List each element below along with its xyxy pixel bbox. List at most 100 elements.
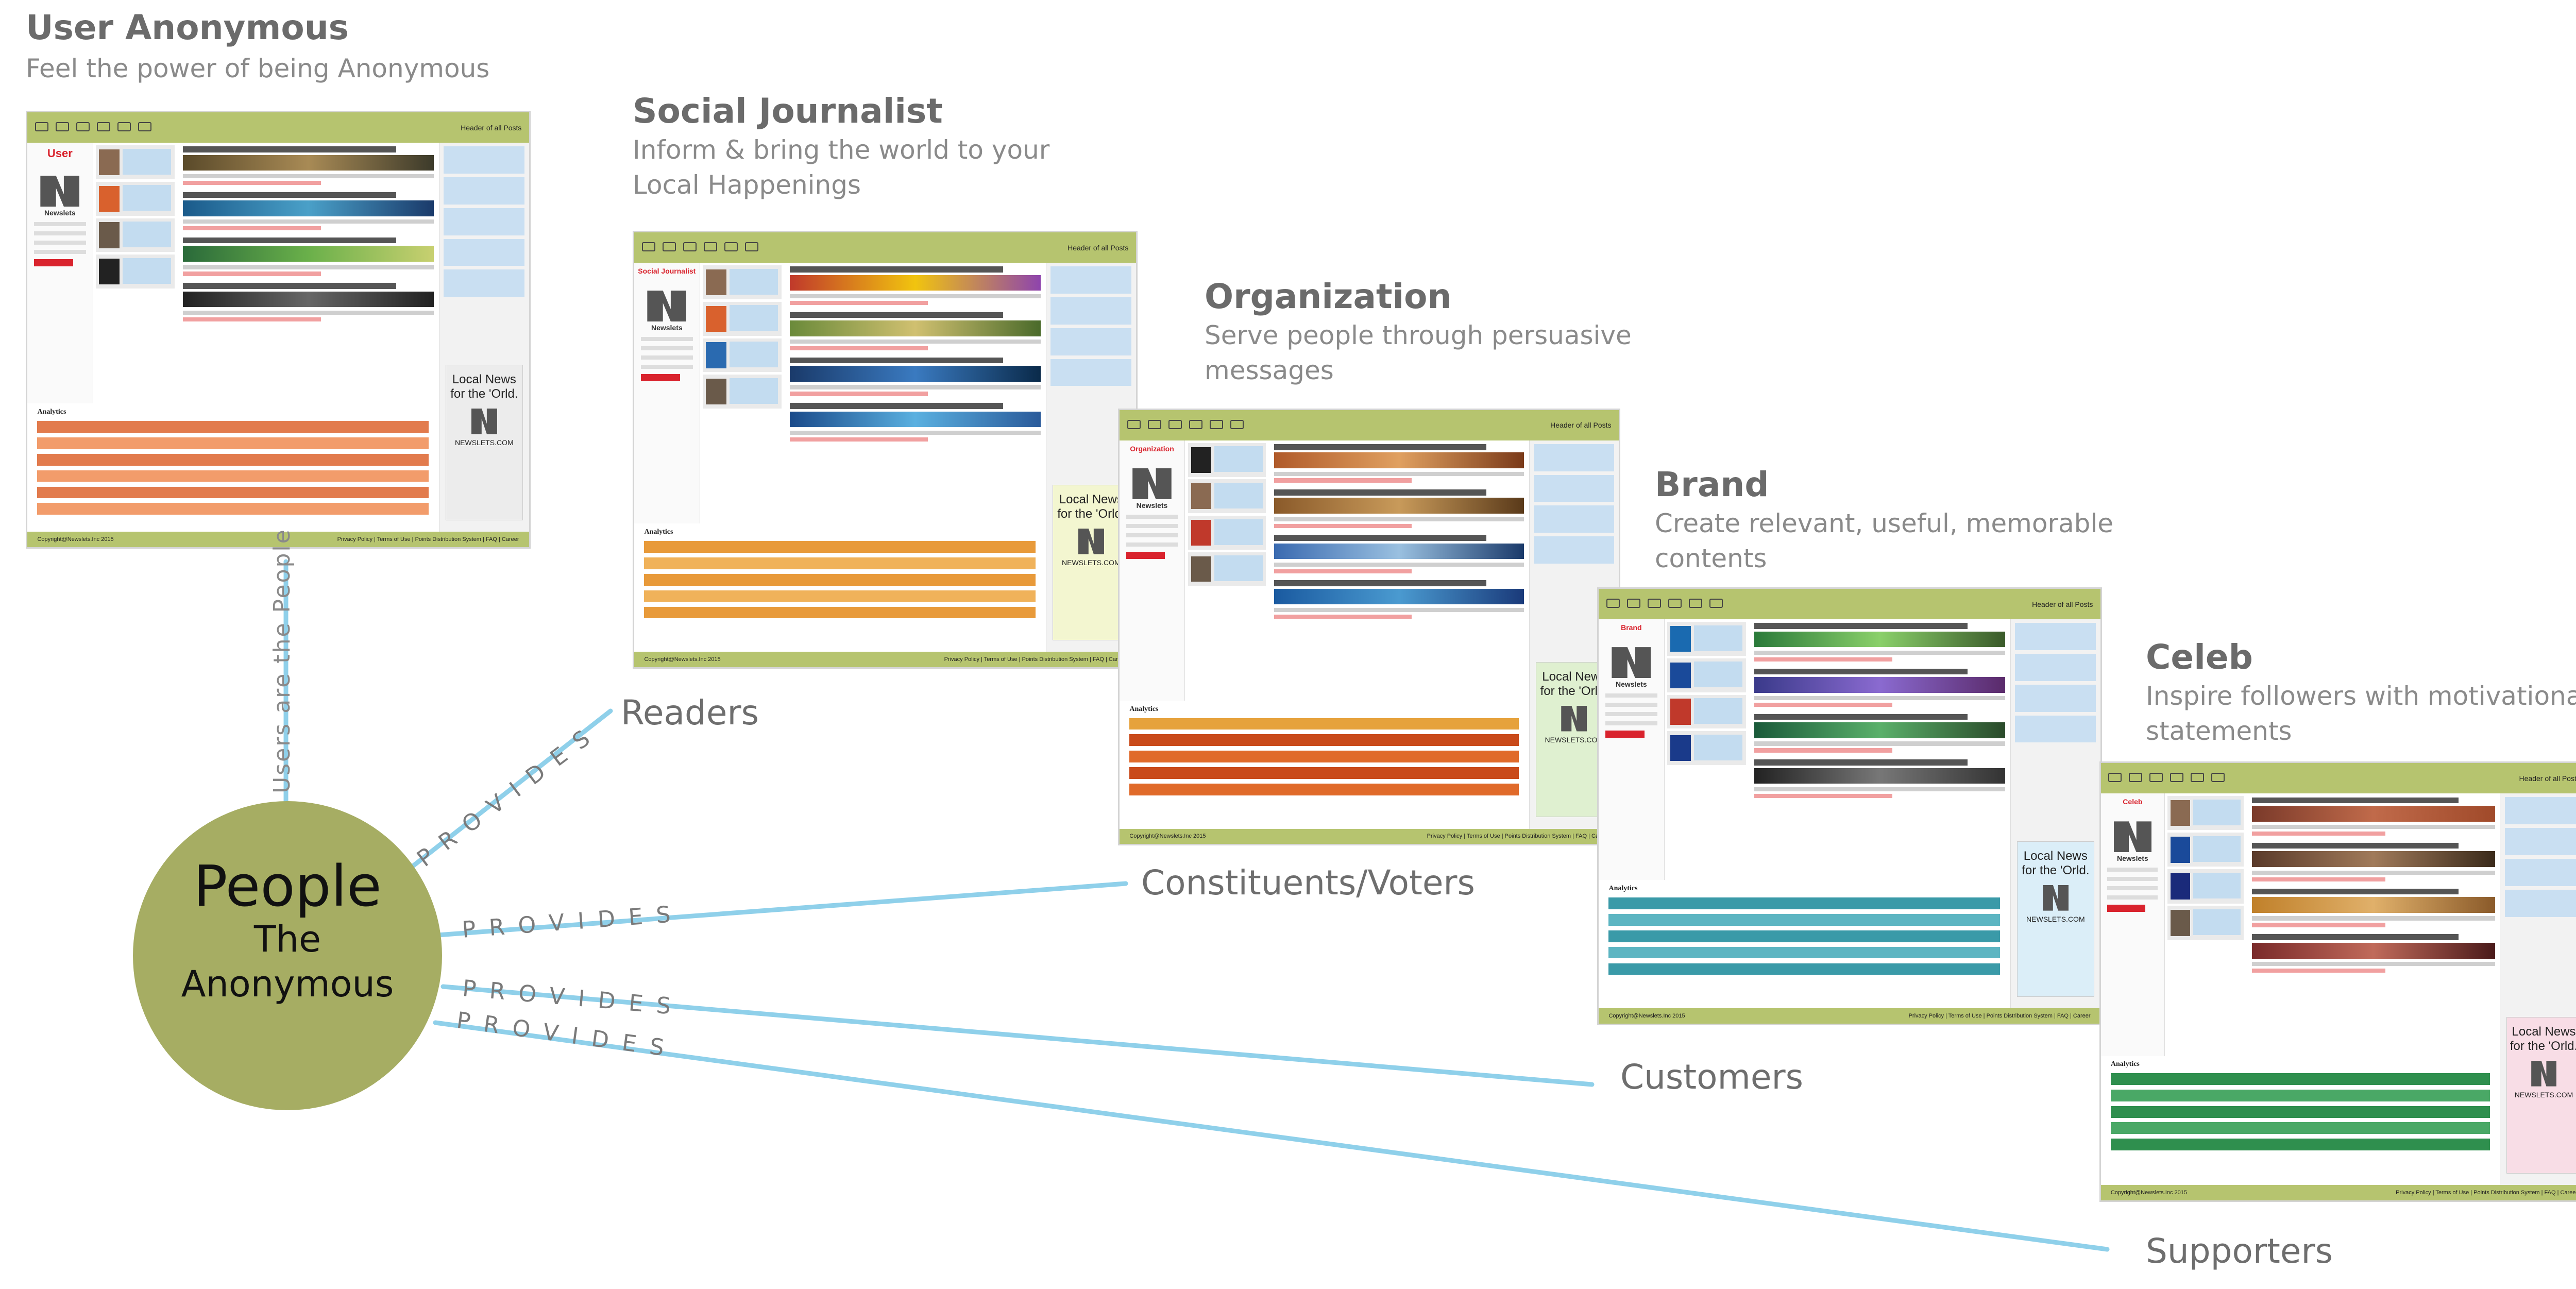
ad-line2: for the 'Orld. [1540,684,1608,698]
role-celeb-subtitle-line1: Inspire followers with motivational [2146,681,2576,711]
screen-celeb: Header of all Posts Celeb Newslets Local … [2099,761,2576,1202]
ad-line1: Local News [452,372,516,386]
newslets-logo-icon [40,176,80,207]
role-journalist-title: Social Journalist [633,91,943,131]
header-right-text: Header of all Posts [1550,421,1612,430]
role-organization-subtitle-line1: Serve people through persuasive [1205,320,1632,350]
left-panel-title: Brand [1621,623,1642,632]
people-circle-line2: The [253,918,321,960]
role-journalist-subtitle-line1: Inform & bring the world to your [633,135,1050,165]
ad-box: Local News for the 'Orld. NEWSLETS.COM [1052,484,1130,640]
ad-site: NEWSLETS.COM [1545,735,1604,744]
analytics-section: Analytics [1129,705,1519,822]
audience-readers: Readers [621,693,759,733]
ad-box: Local News for the 'Orld. NEWSLETS.COM [445,364,523,520]
ad-logo-icon [1078,528,1104,554]
ad-line2: for the 'Orld. [2022,863,2090,877]
analytics-title: Analytics [2110,1060,2140,1068]
ad-line2: for the 'Orld. [2510,1039,2576,1053]
line-supporters [433,1020,2110,1252]
people-circle-line3: Anonymous [181,963,394,1005]
footer-left: Copyright@Newslets.Inc 2015 [1129,833,1206,840]
left-panel-title: Celeb [2123,798,2143,806]
footer-right: Privacy Policy | Terms of Use | Points D… [944,656,1126,663]
profile-cards [1184,440,1269,701]
profile-cards [2164,793,2247,1056]
ad-logo-icon [2531,1060,2556,1087]
screen-header: Header of all Posts [634,232,1136,263]
analytics-section: Analytics [37,408,429,525]
footer-right: Privacy Policy | Terms of Use | Points D… [1908,1013,2091,1020]
ad-box: Local News for the 'Orld. NEWSLETS.COM [2016,841,2094,997]
toolbar-icons [1127,419,1251,431]
role-brand-subtitle-line2: contents [1655,543,1767,573]
news-feed [1269,440,1529,701]
ad-line1: Local News [1059,492,1123,506]
brand-label: Newslets [651,324,683,332]
role-brand-subtitle: Create relevant, useful, memorable conte… [1655,506,2113,576]
news-feed [785,263,1045,523]
left-panel-title: Social Journalist [638,267,696,276]
footer-left: Copyright@Newslets.Inc 2015 [644,656,721,663]
ad-site: NEWSLETS.COM [2026,914,2085,923]
analytics-title: Analytics [1129,705,1159,713]
header-right-text: Header of all Posts [1067,243,1129,252]
newslets-logo-icon [647,291,687,322]
footer-right: Privacy Policy | Terms of Use | Points D… [2396,1190,2576,1196]
analytics-title: Analytics [1608,884,1638,892]
ad-line1: Local News [2512,1024,2576,1039]
screen-footer: Copyright@Newslets.Inc 2015 Privacy Polic… [2101,1185,2576,1200]
footer-left: Copyright@Newslets.Inc 2015 [37,536,114,543]
analytics-section: Analytics [1608,884,2001,1002]
role-celeb-title: Celeb [2146,637,2253,677]
people-circle: People The Anonymous [133,801,442,1110]
line-constituents [435,881,1128,938]
ad-line2: for the 'Orld. [450,386,518,401]
left-panel-title: Organization [1130,444,1174,453]
footer-right: Privacy Policy | Terms of Use | Points D… [1427,833,1609,840]
ad-logo-icon [2042,885,2069,911]
brand-label: Newslets [2117,854,2148,863]
toolbar-icons [2108,773,2232,784]
ad-line1: Local News [2023,849,2088,863]
header-right-text: Header of all Posts [2519,774,2576,783]
news-feed [2247,793,2500,1056]
profile-cards [1664,619,1750,880]
screen-header: Header of all Posts [27,112,529,143]
left-panel: Social Journalist Newslets [634,263,700,524]
profile-cards [93,143,178,403]
ad-site: NEWSLETS.COM [455,438,514,447]
left-panel: Brand Newslets [1599,619,1665,880]
toolbar-icons [1606,599,1730,609]
screen-header: Header of all Posts [2101,763,2576,794]
news-feed [1749,619,2010,880]
header-right-text: Header of all Posts [2032,600,2093,608]
screen-header: Header of all Posts [1599,589,2100,620]
role-journalist-subtitle: Inform & bring the world to your Local H… [633,133,1049,202]
users-are-people-label: Users are the People [269,528,295,793]
screen-footer: Copyright@Newslets.Inc 2015 Privacy Polic… [1120,828,1619,844]
role-celeb-subtitle: Inspire followers with motivational stat… [2146,679,2576,749]
toolbar-icons [35,122,159,133]
left-panel: User Newslets [27,143,93,404]
footer-left: Copyright@Newslets.Inc 2015 [2110,1190,2187,1196]
screen-header: Header of all Posts [1120,410,1619,440]
role-celeb-subtitle-line2: statements [2146,716,2292,746]
role-journalist-subtitle-line2: Local Happenings [633,169,861,200]
screen-footer: Copyright@Newslets.Inc 2015 Privacy Polic… [27,532,529,547]
analytics-title: Analytics [644,528,673,536]
screen-brand: Header of all Posts Brand Newslets Local … [1597,587,2102,1025]
footer-right: Privacy Policy | Terms of Use | Points D… [337,536,519,543]
audience-customers: Customers [1620,1057,1803,1097]
ad-site: NEWSLETS.COM [1062,558,1121,567]
ad-line1: Local News [1542,669,1606,684]
audience-constituents: Constituents/Voters [1141,863,1475,903]
ad-box: Local News for the 'Orld. NEWSLETS.COM [2506,1016,2576,1174]
analytics-section: Analytics [644,528,1036,646]
right-panel: Local News for the 'Orld. NEWSLETS.COM [2010,619,2100,1009]
analytics-title: Analytics [37,408,66,416]
role-user-title: User Anonymous [26,8,349,47]
ad-line2: for the 'Orld. [1057,506,1125,521]
brand-label: Newslets [44,209,76,217]
